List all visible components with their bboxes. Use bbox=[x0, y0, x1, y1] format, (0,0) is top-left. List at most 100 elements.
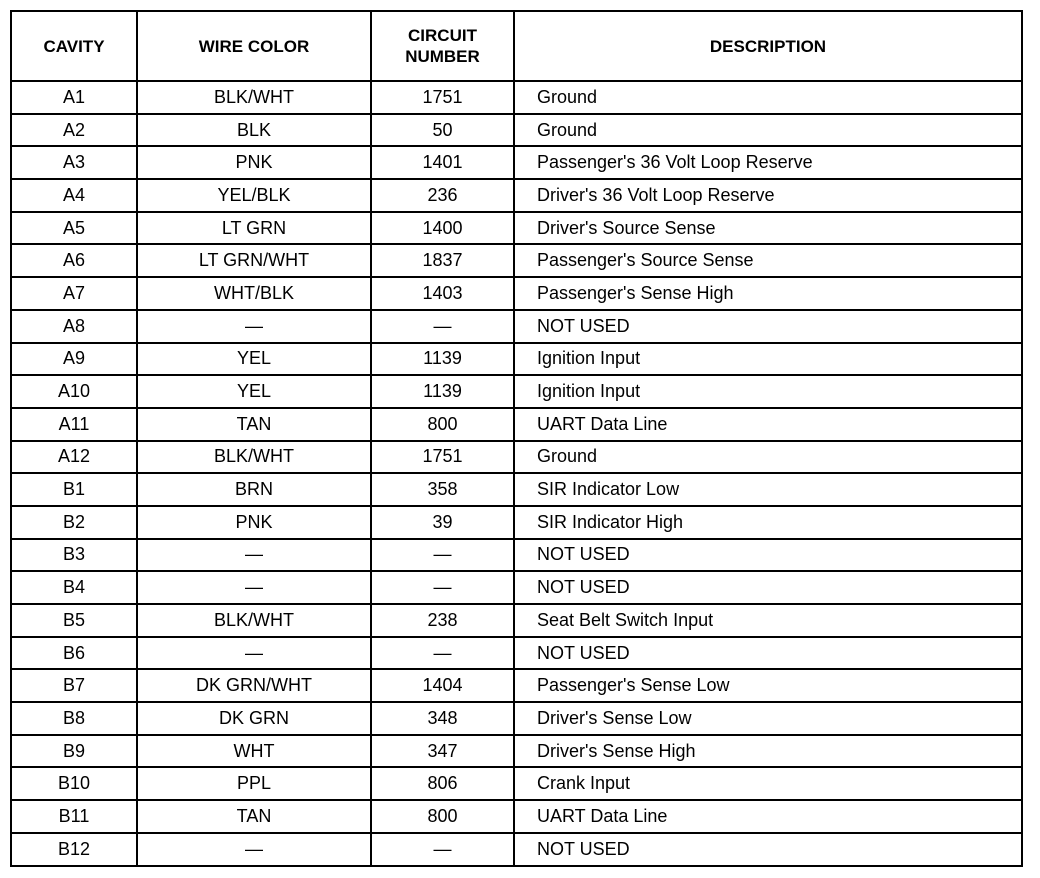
table-row: A6 LT GRN/WHT 1837 Passenger's Source Sense bbox=[10, 243, 1023, 279]
table-row: B11 TAN 800 UART Data Line bbox=[10, 799, 1023, 834]
wire-color-cell: LT GRN bbox=[136, 210, 372, 246]
table-row: B10 PPL 806 Crank Input bbox=[10, 766, 1023, 802]
description-cell: Driver's Sense Low bbox=[513, 701, 1023, 736]
description-cell: Driver's 36 Volt Loop Reserve bbox=[513, 178, 1023, 213]
circuit-number-cell: 1139 bbox=[370, 341, 515, 377]
description-cell: Passenger's Source Sense bbox=[513, 243, 1023, 279]
wire-color-cell: LT GRN/WHT bbox=[136, 243, 372, 279]
cavity-cell: A12 bbox=[10, 439, 138, 475]
circuit-number-cell: 50 bbox=[370, 112, 515, 148]
cavity-cell: A3 bbox=[10, 145, 138, 181]
circuit-number-cell: 1837 bbox=[370, 243, 515, 279]
cavity-cell: A7 bbox=[10, 276, 138, 311]
circuit-number-cell: 39 bbox=[370, 504, 515, 540]
circuit-number-cell: 806 bbox=[370, 766, 515, 802]
circuit-number-cell: 348 bbox=[370, 701, 515, 736]
circuit-number-cell: 1403 bbox=[370, 276, 515, 311]
table-row: A3 PNK 1401 Passenger's 36 Volt Loop Reserv… bbox=[10, 145, 1023, 181]
circuit-number-cell: 1400 bbox=[370, 210, 515, 246]
cavity-cell: A10 bbox=[10, 374, 138, 409]
wire-color-cell: BRN bbox=[136, 472, 372, 507]
cavity-cell: B1 bbox=[10, 472, 138, 507]
circuit-number-cell: 1401 bbox=[370, 145, 515, 181]
header-cavity: CAVITY bbox=[10, 10, 138, 82]
cavity-cell: A11 bbox=[10, 406, 138, 442]
header-description: DESCRIPTION bbox=[513, 10, 1023, 82]
wire-color-cell: YEL bbox=[136, 374, 372, 409]
table-row: B5 BLK/WHT 238 Seat Belt Switch Input bbox=[10, 603, 1023, 638]
cavity-cell: B4 bbox=[10, 570, 138, 605]
circuit-number-cell: 1751 bbox=[370, 439, 515, 475]
header-row: CAVITY WIRE COLOR CIRCUIT NUMBER DESCRIPT… bbox=[10, 10, 1023, 82]
description-cell: Ignition Input bbox=[513, 341, 1023, 377]
circuit-number-cell: 358 bbox=[370, 472, 515, 507]
circuit-number-cell: — bbox=[370, 308, 515, 344]
table-row: B4— — NOT USED bbox=[10, 570, 1023, 605]
header-circuit-number: CIRCUIT NUMBER bbox=[370, 10, 515, 82]
wire-color-cell: PNK bbox=[136, 504, 372, 540]
cavity-cell: B10 bbox=[10, 766, 138, 802]
table-row: B7 DK GRN/WHT 1404 Passenger's Sense Low bbox=[10, 668, 1023, 704]
table-row: A12 BLK/WHT 1751 Ground bbox=[10, 439, 1023, 475]
wire-color-cell: WHT/BLK bbox=[136, 276, 372, 311]
description-cell: UART Data Line bbox=[513, 406, 1023, 442]
wire-color-cell: WHT bbox=[136, 733, 372, 769]
table-row: A11 TAN 800 UART Data Line bbox=[10, 406, 1023, 442]
circuit-number-cell: 1139 bbox=[370, 374, 515, 409]
cavity-cell: A2 bbox=[10, 112, 138, 148]
description-cell: SIR Indicator High bbox=[513, 504, 1023, 540]
wire-color-cell: BLK/WHT bbox=[136, 603, 372, 638]
description-cell: NOT USED bbox=[513, 635, 1023, 671]
table-row: A9 YEL 1139 Ignition Input bbox=[10, 341, 1023, 377]
description-cell: Ground bbox=[513, 439, 1023, 475]
table-row: A1 BLK/WHT 1751 Ground bbox=[10, 80, 1023, 115]
wire-color-cell: BLK bbox=[136, 112, 372, 148]
description-cell: Driver's Sense High bbox=[513, 733, 1023, 769]
table-row: B12— — NOT USED bbox=[10, 831, 1023, 867]
wire-color-cell: YEL/BLK bbox=[136, 178, 372, 213]
cavity-cell: B2 bbox=[10, 504, 138, 540]
circuit-number-cell: 236 bbox=[370, 178, 515, 213]
description-cell: NOT USED bbox=[513, 570, 1023, 605]
header-wire-color: WIRE COLOR bbox=[136, 10, 372, 82]
table-row: B3— — NOT USED bbox=[10, 537, 1023, 573]
circuit-number-cell: 1404 bbox=[370, 668, 515, 704]
circuit-number-cell: 1751 bbox=[370, 80, 515, 115]
table-row: A2 BLK 50 Ground bbox=[10, 112, 1023, 148]
table-row: A5 LT GRN 1400 Driver's Source Sense bbox=[10, 210, 1023, 246]
wire-color-cell: — bbox=[136, 537, 372, 573]
circuit-number-cell: — bbox=[370, 831, 515, 867]
cavity-cell: A1 bbox=[10, 80, 138, 115]
description-cell: Ignition Input bbox=[513, 374, 1023, 409]
cavity-cell: A4 bbox=[10, 178, 138, 213]
header-circuit-line1: CIRCUIT bbox=[408, 26, 477, 45]
wire-color-cell: — bbox=[136, 635, 372, 671]
wire-color-cell: PNK bbox=[136, 145, 372, 181]
description-cell: Passenger's Sense High bbox=[513, 276, 1023, 311]
circuit-number-cell: — bbox=[370, 570, 515, 605]
table-row: A10 YEL 1139 Ignition Input bbox=[10, 374, 1023, 409]
wire-color-cell: BLK/WHT bbox=[136, 439, 372, 475]
circuit-number-cell: — bbox=[370, 635, 515, 671]
wire-color-cell: — bbox=[136, 831, 372, 867]
cavity-cell: A6 bbox=[10, 243, 138, 279]
wire-color-cell: BLK/WHT bbox=[136, 80, 372, 115]
description-cell: NOT USED bbox=[513, 537, 1023, 573]
cavity-cell: B12 bbox=[10, 831, 138, 867]
cavity-cell: A9 bbox=[10, 341, 138, 377]
cavity-cell: A8 bbox=[10, 308, 138, 344]
cavity-cell: A5 bbox=[10, 210, 138, 246]
circuit-number-cell: — bbox=[370, 537, 515, 573]
wire-color-cell: YEL bbox=[136, 341, 372, 377]
table-row: B9 WHT 347 Driver's Sense High bbox=[10, 733, 1023, 769]
wire-color-cell: DK GRN bbox=[136, 701, 372, 736]
table-row: B8 DK GRN 348 Driver's Sense Low bbox=[10, 701, 1023, 736]
description-cell: Ground bbox=[513, 80, 1023, 115]
description-cell: NOT USED bbox=[513, 308, 1023, 344]
wire-color-cell: TAN bbox=[136, 406, 372, 442]
cavity-cell: B11 bbox=[10, 799, 138, 834]
wire-color-cell: PPL bbox=[136, 766, 372, 802]
header-circuit-line2: NUMBER bbox=[405, 47, 480, 66]
table-row: A7 WHT/BLK 1403 Passenger's Sense High bbox=[10, 276, 1023, 311]
circuit-number-cell: 347 bbox=[370, 733, 515, 769]
